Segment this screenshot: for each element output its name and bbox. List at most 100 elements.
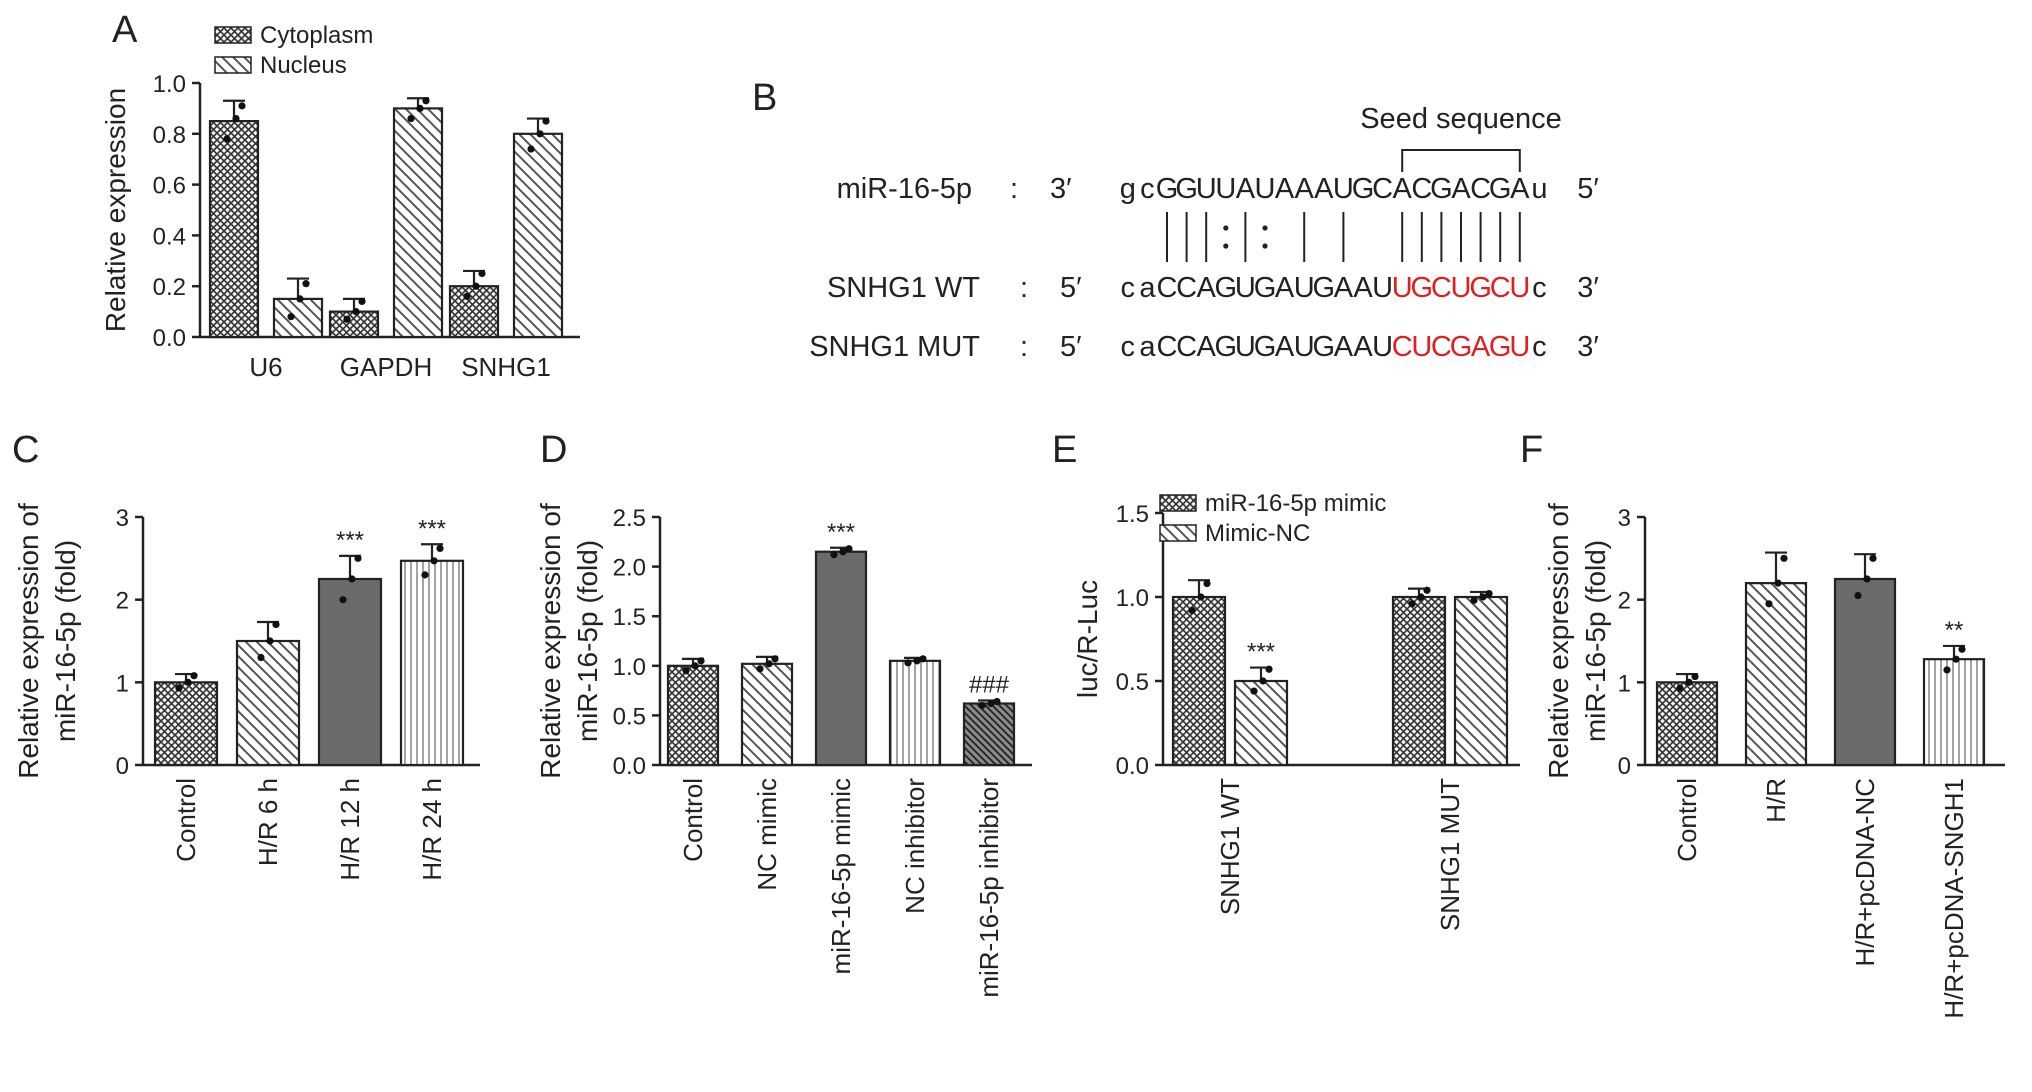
bar [1922, 658, 1986, 767]
nucleotide: A [1510, 173, 1530, 205]
nucleotide: U [1372, 331, 1393, 363]
category-label: GAPDH [340, 352, 432, 382]
y-tick-label: 1 [116, 670, 129, 697]
nucleotide: C [1157, 331, 1178, 363]
data-point [756, 665, 764, 673]
nucleotide: G [1156, 173, 1179, 205]
nucleotide: G [1489, 331, 1512, 363]
nucleotide: U [1215, 173, 1236, 205]
nucleotide: G [1469, 272, 1492, 304]
significance-label: *** [336, 527, 364, 554]
y-tick-label: 2 [1618, 588, 1631, 615]
nucleotide: A [1275, 173, 1295, 205]
nucleotide: G [1450, 331, 1473, 363]
nucleotide: u [1531, 173, 1547, 205]
category-label: H/R 12 h [335, 778, 365, 881]
data-point [978, 701, 986, 710]
sequence-name: SNHG1 MUT [809, 331, 980, 363]
legend-swatch [214, 56, 252, 74]
data-point [339, 596, 347, 604]
data-point [1188, 606, 1196, 615]
data-point [302, 280, 310, 288]
sequence-right-end: 3′ [1577, 272, 1599, 304]
y-axis-label: luc/R-Luc [1072, 580, 1103, 698]
legend-swatch [1159, 494, 1197, 512]
nucleotide: U [1235, 331, 1256, 363]
panel-letter: E [1052, 429, 1077, 471]
panel-letter: F [1520, 429, 1543, 471]
y-tick-label: 0.5 [1116, 669, 1149, 696]
data-point [682, 667, 690, 675]
base-pair-dot [1262, 243, 1268, 249]
data-point [1470, 596, 1478, 604]
data-point [542, 117, 550, 125]
nucleotide: A [1275, 331, 1295, 363]
y-tick-label: 0.0 [1116, 753, 1149, 780]
bar [1833, 577, 1897, 767]
data-point [1485, 590, 1493, 598]
nucleotide: A [1471, 331, 1491, 363]
category-label: SNHG1 WT [1215, 778, 1245, 915]
y-tick-label: 3 [116, 505, 129, 532]
significance-label: *** [827, 519, 855, 546]
nucleotide: G [1352, 173, 1375, 205]
y-tick-label: 1.0 [153, 71, 186, 98]
sequence-name: SNHG1 WT [827, 272, 980, 304]
legend-label: Cytoplasm [260, 22, 373, 49]
data-point [527, 145, 535, 153]
bar [317, 577, 383, 767]
data-point [416, 104, 424, 112]
nucleotide: U [1392, 272, 1413, 304]
data-point [919, 655, 927, 663]
panel-e-chart: E 0.0 0.5 1.0 1.5 luc/R-Luc *** SNHG1 WT SNHG1 M… [1052, 429, 1520, 931]
data-point [472, 282, 480, 290]
data-point [1685, 678, 1693, 686]
data-point [1774, 579, 1782, 587]
category-label: NC mimic [752, 778, 782, 891]
panel-a-chart: A 0.0 0.2 0.4 0.6 0.8 1.0 Relative expression U6… [100, 9, 580, 382]
nucleotide: A [1451, 173, 1471, 205]
nucleotide: c [1532, 331, 1547, 363]
bar [1655, 681, 1719, 767]
panel-f-chart: F 0 1 2 3 Relative expression of miR-16-5p (fo… [1520, 429, 2005, 1019]
panel-letter: D [540, 429, 567, 471]
y-tick-label: 0.6 [153, 173, 186, 200]
data-point [478, 269, 486, 278]
nucleotide: A [1334, 331, 1354, 363]
nucleotide: U [1294, 272, 1315, 304]
y-tick-label: 0.8 [153, 122, 186, 149]
data-point [1863, 575, 1871, 583]
nucleotide: G [1215, 331, 1238, 363]
nucleotide: c [1121, 331, 1136, 363]
y-axis-label: Relative expression of [535, 503, 566, 779]
nucleotide: A [1353, 331, 1373, 363]
y-tick-label: 2.5 [613, 505, 646, 532]
sequence-name: miR-16-5p [837, 173, 972, 205]
data-point [765, 660, 773, 668]
bar [399, 559, 465, 767]
category-label: miR-16-5p inhibitor [974, 778, 1004, 998]
base-pair-dot [1262, 225, 1268, 231]
bar [666, 664, 720, 767]
bar [1744, 582, 1808, 767]
category-label: NC inhibitor [900, 778, 930, 914]
data-point [1197, 593, 1205, 601]
nucleotide: A [1236, 173, 1256, 205]
y-tick-label: 1.0 [613, 654, 646, 681]
significance-label: *** [1247, 639, 1275, 666]
nucleotide: a [1139, 331, 1156, 363]
data-point [421, 571, 429, 579]
data-point [407, 114, 415, 123]
nucleotide: C [1431, 272, 1452, 304]
y-tick-label: 2.0 [613, 555, 646, 582]
y-tick-label: 0 [116, 753, 129, 780]
nucleotide: C [1490, 272, 1511, 304]
nucleotide: U [1372, 272, 1393, 304]
data-point [1408, 600, 1416, 608]
significance-label: ** [1945, 617, 1964, 644]
y-tick-label: 0.0 [613, 753, 646, 780]
nucleotide: G [1313, 272, 1336, 304]
category-label: Control [171, 778, 201, 862]
bar [740, 662, 794, 767]
